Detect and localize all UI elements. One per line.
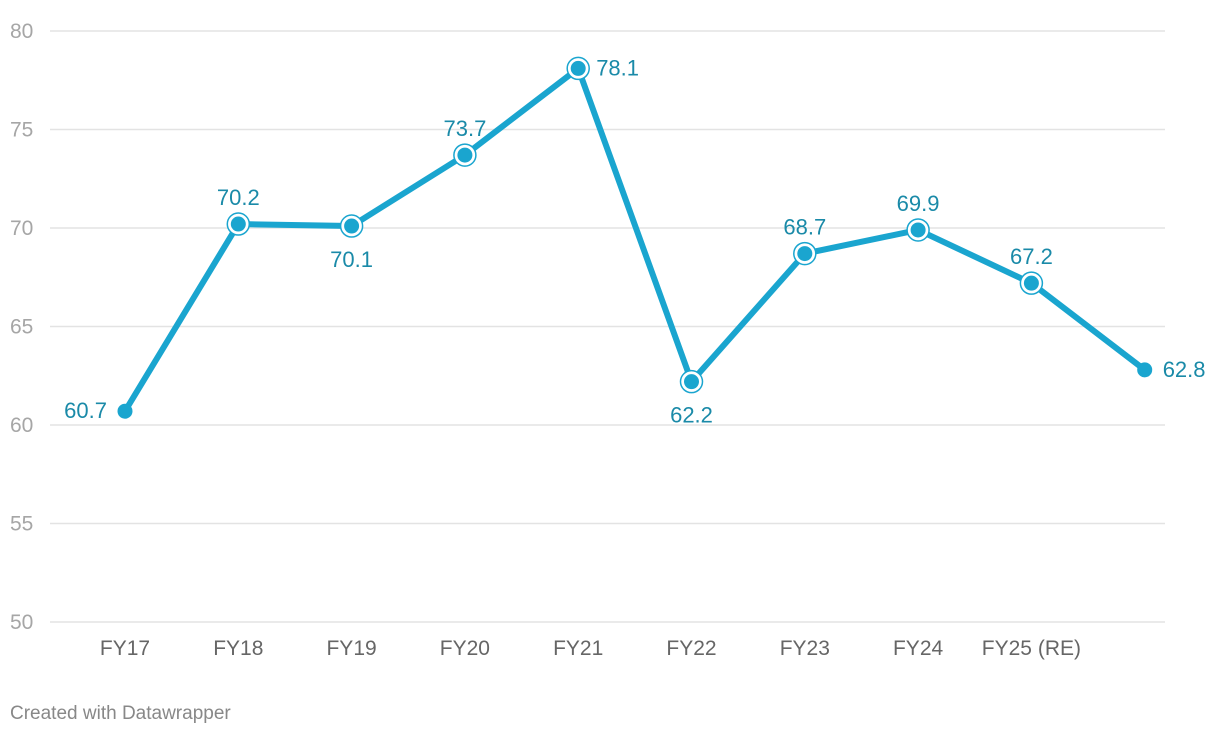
data-label: 73.7 — [443, 116, 486, 141]
data-labels: 60.7 70.2 70.1 73.7 78.1 62.2 68.7 69.9 67.2 62.8 — [64, 55, 1205, 427]
x-tick-label: FY25 (RE) — [982, 637, 1081, 660]
x-tick-label: FY17 — [100, 637, 150, 660]
y-tick-label: 70 — [10, 217, 33, 240]
x-tick-label: FY22 — [666, 637, 716, 660]
data-label: 62.8 — [1163, 357, 1206, 382]
series-line — [122, 65, 1148, 415]
y-tick-label: 55 — [10, 513, 33, 536]
y-tick-label: 65 — [10, 316, 33, 339]
y-axis: 50 55 60 65 70 75 80 — [10, 20, 33, 634]
y-tick-label: 75 — [10, 119, 33, 142]
y-tick-label: 50 — [10, 611, 33, 634]
x-tick-label: FY21 — [553, 637, 603, 660]
x-tick-label: FY23 — [780, 637, 830, 660]
data-point — [570, 60, 586, 76]
x-tick-label: FY20 — [440, 637, 490, 660]
data-point — [1137, 362, 1153, 378]
y-tick-label: 60 — [10, 414, 33, 437]
data-label: 68.7 — [783, 215, 826, 240]
data-point — [684, 374, 699, 390]
data-label: 78.1 — [596, 55, 639, 80]
credit-text: Created with Datawrapper — [10, 703, 231, 724]
data-label: 69.9 — [897, 191, 940, 216]
data-label: 62.2 — [670, 403, 713, 428]
data-point — [230, 216, 246, 232]
x-axis: FY17 FY18 FY19 FY20 FY21 FY22 FY23 FY24 FY25 (RE… — [100, 637, 1081, 660]
data-label: 70.1 — [330, 247, 373, 272]
data-point — [117, 403, 133, 419]
x-tick-label: FY18 — [213, 637, 263, 660]
grid — [50, 30, 1165, 623]
data-point — [1023, 275, 1039, 291]
data-point — [797, 246, 813, 262]
data-point — [910, 222, 926, 238]
data-point — [344, 218, 360, 234]
data-label: 60.7 — [64, 398, 107, 423]
x-tick-label: FY19 — [326, 637, 376, 660]
y-tick-label: 80 — [10, 20, 33, 43]
data-point — [457, 147, 473, 163]
data-label: 67.2 — [1010, 244, 1053, 269]
x-tick-label: FY24 — [893, 637, 944, 660]
data-label: 70.2 — [217, 185, 260, 210]
series — [117, 56, 1153, 419]
